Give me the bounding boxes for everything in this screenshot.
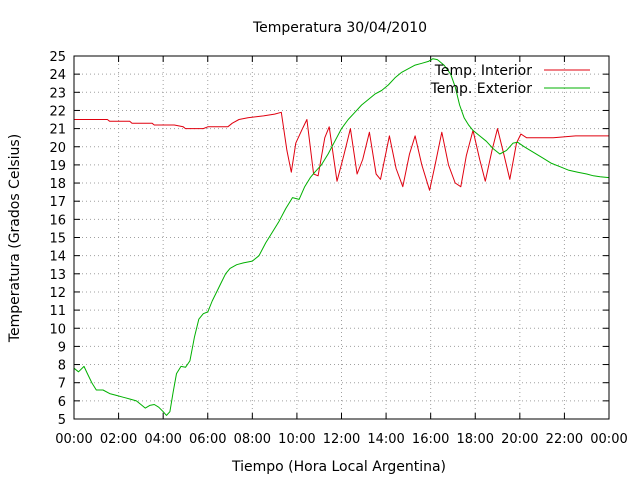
y-tick-label: 5 — [58, 413, 66, 428]
y-tick-label: 9 — [58, 340, 66, 355]
y-tick-label: 14 — [49, 250, 66, 265]
y-tick-label: 25 — [49, 50, 66, 65]
x-tick-label: 22:00 — [546, 432, 583, 447]
y-tick-label: 23 — [49, 86, 66, 101]
legend: Temp. Interior Temp. Exterior — [430, 63, 590, 97]
x-tick-label: 02:00 — [100, 432, 137, 447]
x-tick-label: 06:00 — [189, 432, 226, 447]
y-tick-label: 24 — [49, 68, 66, 83]
y-tick-label: 15 — [49, 232, 66, 247]
y-tick-label: 8 — [58, 359, 66, 374]
x-tick-label: 16:00 — [412, 432, 449, 447]
x-tick-label: 18:00 — [457, 432, 494, 447]
x-tick-label: 10:00 — [278, 432, 315, 447]
y-tick-label: 18 — [49, 177, 66, 192]
y-tick-label: 13 — [49, 268, 66, 283]
x-tick-label: 08:00 — [234, 432, 271, 447]
y-tick-label: 17 — [49, 195, 66, 210]
y-tick-label: 7 — [58, 377, 66, 392]
series-lines — [73, 58, 610, 416]
y-axis-label: Temperatura (Grados Celsius) — [7, 134, 23, 343]
y-tick-label: 19 — [49, 159, 66, 174]
legend-label: Temp. Exterior — [430, 81, 533, 97]
legend-label: Temp. Interior — [434, 63, 533, 79]
y-tick-label: 20 — [49, 141, 66, 156]
x-tick-label: 04:00 — [144, 432, 181, 447]
plot-frame — [73, 55, 610, 420]
series-line-temp-interior — [74, 111, 609, 191]
x-axis-label: Tiempo (Hora Local Argentina) — [231, 459, 446, 475]
x-tick-label: 12:00 — [323, 432, 360, 447]
y-tick-label: 11 — [49, 304, 66, 319]
y-tick-label: 22 — [49, 104, 66, 119]
y-tick-label: 12 — [49, 286, 66, 301]
x-tick-label: 20:00 — [501, 432, 538, 447]
chart-title: Temperatura 30/04/2010 — [252, 20, 427, 36]
y-tick-label: 10 — [49, 322, 66, 337]
x-tick-label: 14:00 — [367, 432, 404, 447]
grid-lines — [74, 56, 609, 419]
x-tick-label: 00:00 — [590, 432, 627, 447]
y-tick-label: 6 — [58, 395, 66, 410]
y-tick-label: 16 — [49, 213, 66, 228]
series-line-temp-exterior — [73, 58, 610, 416]
x-tick-label: 00:00 — [55, 432, 92, 447]
y-tick-label: 21 — [49, 123, 66, 138]
tick-labels: 5 6 7 8 9 10 11 12 13 14 15 16 17 18 19 20 21 22 23 24 25 00:… — [49, 50, 627, 447]
